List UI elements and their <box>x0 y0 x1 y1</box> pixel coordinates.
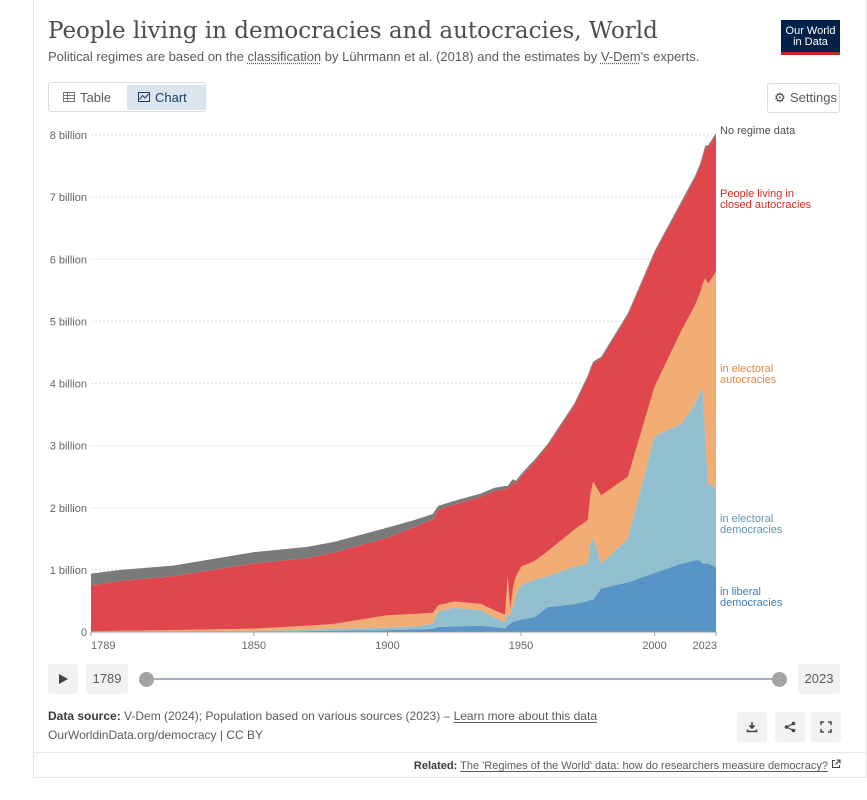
y-tick-label: 8 billion <box>50 130 87 142</box>
subtitle-text-3: 's experts. <box>640 49 700 64</box>
subtitle-text-2: by Lührmann et al. (2018) and the estima… <box>321 49 601 64</box>
related-article: Related: The 'Regimes of the World' data… <box>414 759 841 772</box>
legend-label: closed autocracies <box>720 199 812 211</box>
logo-line-2: in Data <box>793 36 828 48</box>
legend-label: autocracies <box>720 374 777 386</box>
gear-icon: ⚙ <box>774 90 786 105</box>
related-link[interactable]: The 'Regimes of the World' data: how do … <box>460 760 828 772</box>
timeline-end-year[interactable]: 2023 <box>798 664 840 694</box>
play-button[interactable] <box>48 664 78 694</box>
source-label: Data source: <box>48 709 121 723</box>
download-button[interactable] <box>737 712 767 742</box>
x-tick-label: 2000 <box>642 640 666 652</box>
y-tick-label: 6 billion <box>50 254 87 266</box>
legend-label: democracies <box>720 524 783 536</box>
timeline-track[interactable] <box>147 678 779 680</box>
area-in-liberal-democracies[interactable] <box>91 560 716 632</box>
fullscreen-button[interactable] <box>811 712 841 742</box>
x-tick-label: 1950 <box>509 640 533 652</box>
legend-label: No regime data <box>720 125 796 137</box>
y-tick-label: 3 billion <box>50 441 87 453</box>
stacked-area-chart: 0 1 billion 2 billion 3 billion 4 billion 5 b… <box>50 125 812 652</box>
related-label: Related: <box>413 760 458 772</box>
timeline-start-year[interactable]: 1789 <box>86 664 128 694</box>
view-tabs: Table Chart <box>48 82 206 112</box>
chart-subtitle: Political regimes are based on the class… <box>48 49 699 64</box>
vdem-link[interactable]: V-Dem <box>600 49 641 64</box>
legend-label: democracies <box>720 597 783 609</box>
tab-chart-label: Chart <box>155 90 187 105</box>
tab-table[interactable]: Table <box>52 85 126 110</box>
legend-label: in liberal <box>720 586 761 598</box>
source-text: V-Dem (2024); Population based on variou… <box>120 709 454 723</box>
area-people-living-in-closed-autocracies[interactable] <box>91 135 716 632</box>
x-tick-label: 1850 <box>242 640 266 652</box>
timeline-start-handle[interactable] <box>139 672 154 687</box>
x-tick-label: 2023 <box>693 640 717 652</box>
table-icon <box>63 92 75 102</box>
subtitle-text-1: Political regimes are based on the <box>48 49 248 64</box>
owid-logo[interactable]: Our World in Data <box>781 20 840 55</box>
learn-more-link[interactable]: Learn more about this data <box>453 709 597 723</box>
share-button[interactable] <box>775 712 805 742</box>
tab-table-label: Table <box>80 90 112 105</box>
legend-label: in electoral <box>720 363 773 375</box>
y-tick-label: 7 billion <box>50 192 87 204</box>
settings-label: Settings <box>790 90 837 105</box>
chart-areas <box>91 133 716 632</box>
download-icon <box>746 722 758 733</box>
timeline-end-handle[interactable] <box>772 672 787 687</box>
chart-icon <box>138 92 150 102</box>
y-tick-label: 1 billion <box>50 565 87 577</box>
legend-label: People living in <box>720 188 794 200</box>
related-bar <box>34 752 866 777</box>
citation: OurWorldinData.org/democracy | CC BY <box>48 728 263 742</box>
tab-chart[interactable]: Chart <box>127 85 205 110</box>
share-icon <box>784 721 796 733</box>
chart-axes: 0 1 billion 2 billion 3 billion 4 billion 5 b… <box>50 130 717 652</box>
fullscreen-icon <box>820 721 832 733</box>
chart-title: People living in democracies and autocra… <box>48 18 658 44</box>
y-tick-label: 5 billion <box>50 316 87 328</box>
x-tick-label: 1789 <box>91 640 115 652</box>
external-link-icon <box>831 759 841 769</box>
logo-line-1: Our World <box>785 25 836 37</box>
area-in-electoral-autocracies[interactable] <box>91 271 716 632</box>
x-tick-label: 1900 <box>375 640 399 652</box>
classification-link[interactable]: classification <box>247 49 322 64</box>
settings-button[interactable]: ⚙ Settings <box>767 83 840 113</box>
data-source: Data source: V-Dem (2024); Population ba… <box>48 709 597 723</box>
y-tick-label: 0 <box>81 627 87 639</box>
play-icon <box>59 674 68 684</box>
y-tick-label: 2 billion <box>50 503 87 515</box>
y-tick-label: 4 billion <box>50 379 87 391</box>
legend-label: in electoral <box>720 513 773 525</box>
